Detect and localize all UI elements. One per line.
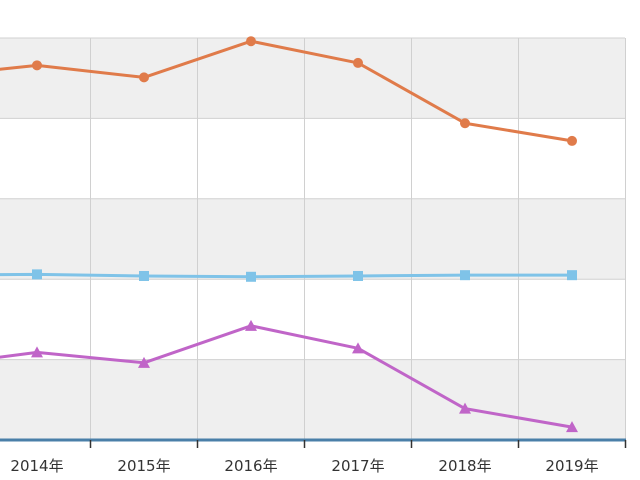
x-tick-label: 2018年 [438,457,491,475]
data-point [32,60,42,71]
data-point [246,36,256,47]
data-point [139,72,149,83]
data-point [460,118,470,129]
x-tick-label: 2016年 [224,457,277,475]
x-tick-label: 2015年 [117,457,170,475]
data-point [460,270,470,281]
x-tick-label: 2017年 [331,457,384,475]
data-point [31,346,43,358]
data-point [353,57,363,68]
plot-band [0,279,625,360]
series-lines [0,36,578,433]
plot-band [0,38,625,119]
data-point [567,135,577,146]
plot-band [0,359,625,440]
data-point [245,319,257,331]
data-point [567,270,577,281]
data-point [246,271,256,282]
plot-band [0,198,625,280]
x-tick-label: 2019年 [545,457,598,475]
data-point [32,269,42,280]
x-axis: 2014年 2015年 2016年 2017年 2018年 2019年 [0,438,627,475]
data-point [139,270,149,281]
data-point [138,356,150,368]
data-point [352,342,364,354]
data-point [459,402,471,414]
data-point [353,270,363,281]
x-tick-label: 2014年 [10,457,63,475]
data-point [566,421,578,433]
plot-bands [0,38,625,440]
plot-band [0,118,625,199]
